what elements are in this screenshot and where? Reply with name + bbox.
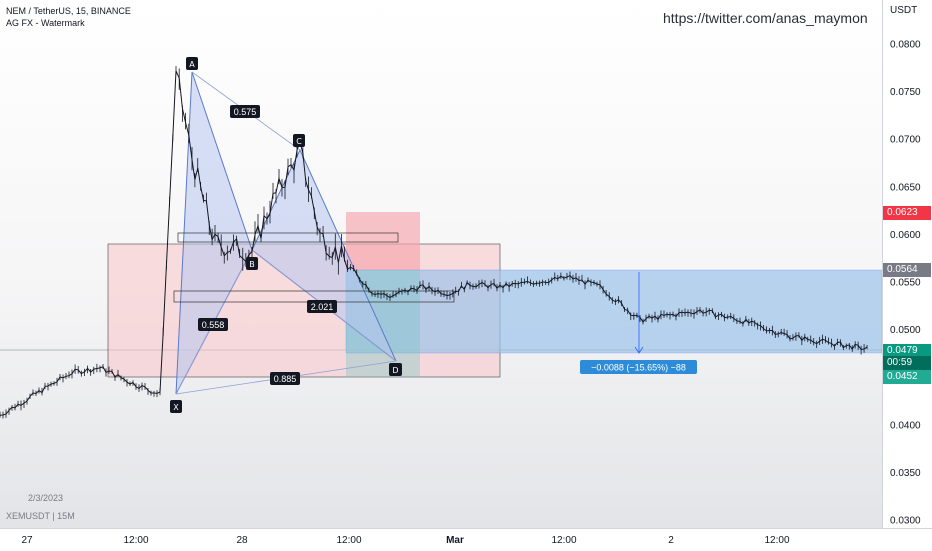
time-tick-label: 12:00 (551, 535, 576, 546)
svg-text:X: X (173, 403, 179, 412)
svg-text:A: A (189, 60, 195, 69)
watermark-text: https://twitter.com/anas_maymon (663, 10, 868, 26)
ratio-label-ab: 0.575 (230, 105, 260, 118)
price-tick-label: 0.0600 (890, 230, 921, 241)
time-tick-label: Mar (446, 535, 464, 546)
point-label-b: B (246, 257, 258, 270)
ratio-label-bd: 2.021 (307, 300, 337, 313)
price-tick-label: 0.0750 (890, 87, 921, 98)
svg-text:0.885: 0.885 (274, 374, 297, 384)
price-tick-label: 0.0350 (890, 468, 921, 479)
stop-price-tag: 0.0623 (883, 206, 931, 220)
ratio-label-xd: 0.885 (270, 372, 300, 385)
supply-box (177, 232, 399, 243)
price-tick-label: 0.0400 (890, 420, 921, 431)
price-tick-label: 0.0550 (890, 278, 921, 289)
price-axis[interactable] (882, 0, 932, 528)
time-tick-label: 27 (21, 535, 33, 546)
point-label-a: A (186, 57, 198, 70)
svg-text:2.021: 2.021 (311, 302, 334, 312)
time-tick-label: 12:00 (764, 535, 789, 546)
time-axis[interactable] (0, 528, 932, 551)
point-label-x: X (170, 400, 182, 413)
price-line (0, 70, 868, 416)
time-tick-label: 12:00 (123, 535, 148, 546)
indicator-name: AG FX - Watermark (6, 18, 85, 28)
svg-text:0.558: 0.558 (202, 320, 225, 330)
point-label-c: C (293, 134, 305, 147)
time-tick-label: 2 (668, 535, 674, 546)
price-tick-label: 0.0700 (890, 135, 921, 146)
target-price-tag: 0.0452 (883, 370, 931, 384)
footer-symbol: XEMUSDT | 15M (6, 511, 75, 521)
price-tick-label: 0.0650 (890, 182, 921, 193)
position-risk-box (346, 212, 420, 270)
price-tick-label: 0.0500 (890, 325, 921, 336)
svg-text:0.575: 0.575 (234, 107, 257, 117)
entry-price-tag: 0.0564 (883, 263, 931, 277)
point-label-d: D (389, 363, 402, 376)
ratio-label-xb: 0.558 (198, 318, 228, 331)
time-axis-ticks: 27 12:00 28 12:00 Mar 12:00 2 12:00 (21, 535, 790, 546)
price-series (0, 66, 868, 419)
footer-date: 2/3/2023 (28, 493, 64, 503)
countdown-tag: 00:59 (883, 356, 931, 370)
measure-label: −0.0088 (−15.65%) −88 (580, 360, 697, 374)
measure-arrowhead (634, 346, 644, 354)
svg-text:−0.0088 (−15.65%) −88: −0.0088 (−15.65%) −88 (591, 363, 686, 373)
svg-text:C: C (296, 137, 302, 146)
time-tick-label: 28 (236, 535, 248, 546)
price-tick-label: 0.0800 (890, 40, 921, 51)
svg-text:B: B (249, 260, 255, 269)
symbol-header: NEM / TetherUS, 15, BINANCE (6, 6, 131, 16)
last-price-tag: 0.0479 (883, 344, 931, 358)
price-axis-currency: USDT (890, 5, 918, 16)
price-tick-label: 0.0300 (890, 516, 921, 527)
svg-text:D: D (392, 366, 398, 375)
time-tick-label: 12:00 (336, 535, 361, 546)
